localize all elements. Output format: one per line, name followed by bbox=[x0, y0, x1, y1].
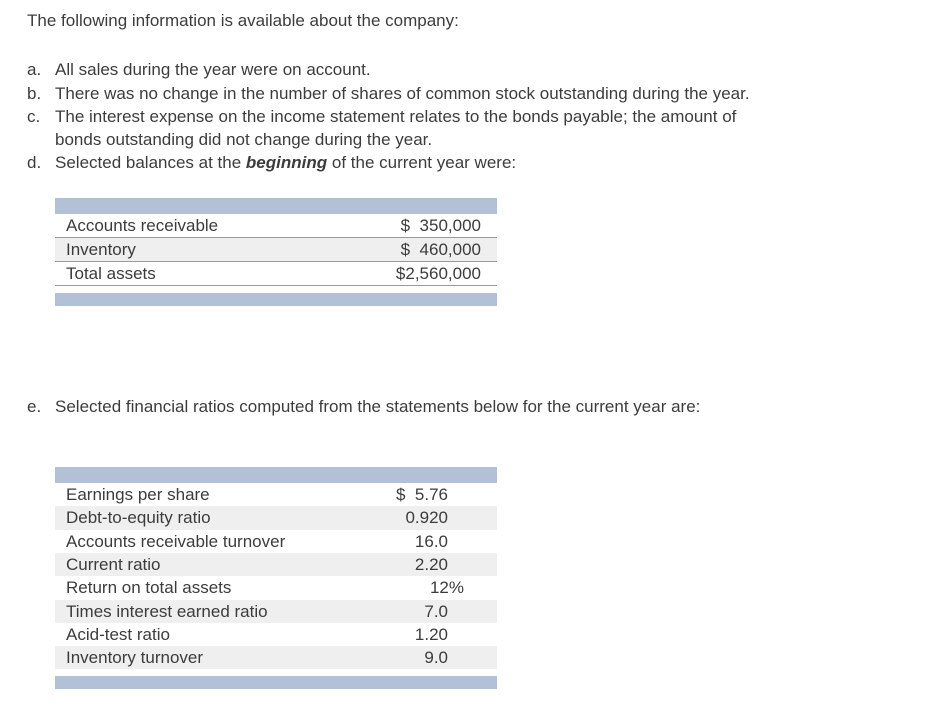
row-label: Total assets bbox=[66, 263, 156, 283]
row-label: Debt-to-equity ratio bbox=[66, 508, 211, 528]
item-text: The interest expense on the income state… bbox=[55, 106, 737, 126]
row-value: 16.0 bbox=[414, 531, 448, 551]
table-row: Current ratio 2.20 bbox=[55, 552, 497, 577]
beginning-balances-table: Accounts receivable $ 350,000 Inventory … bbox=[55, 197, 497, 306]
row-value: 12% bbox=[429, 578, 464, 598]
table-row: Inventory $ 460,000 bbox=[55, 237, 497, 262]
intro-text: The following information is available a… bbox=[27, 11, 459, 30]
row-label: Return on total assets bbox=[66, 578, 232, 598]
row-value: $ 350,000 bbox=[400, 215, 481, 235]
row-label: Inventory bbox=[66, 239, 136, 259]
table-bottom-bar bbox=[55, 292, 497, 306]
row-value: $ 460,000 bbox=[400, 239, 481, 259]
item-letter: b. bbox=[27, 83, 42, 103]
table-row: Times interest earned ratio 7.0 bbox=[55, 599, 497, 623]
row-label: Inventory turnover bbox=[66, 648, 204, 668]
row-label: Earnings per share bbox=[66, 485, 210, 505]
list-item-b: b. There was no change in the number of … bbox=[27, 82, 948, 105]
list-item-d: d. Selected balances at the beginning of… bbox=[27, 151, 948, 174]
item-letter: e. bbox=[27, 396, 42, 416]
table-row: Earnings per share $ 5.76 bbox=[55, 483, 497, 507]
table-row: Return on total assets 12% bbox=[55, 576, 497, 600]
item-text: bonds outstanding did not change during … bbox=[55, 130, 433, 150]
row-value: 0.920 bbox=[405, 508, 448, 528]
emphasized-word: beginning bbox=[245, 153, 328, 173]
row-value: $2,560,000 bbox=[395, 263, 481, 283]
row-value: 9.0 bbox=[424, 648, 448, 668]
row-label: Acid-test ratio bbox=[66, 624, 170, 644]
row-value: $ 5.76 bbox=[396, 485, 448, 505]
table-top-bar bbox=[55, 197, 497, 214]
row-label: Times interest earned ratio bbox=[66, 601, 268, 621]
table-row: Accounts receivable $ 350,000 bbox=[55, 213, 497, 238]
info-list: a. All sales during the year were on acc… bbox=[27, 58, 948, 174]
list-item-a: a. All sales during the year were on acc… bbox=[27, 58, 948, 81]
row-label: Accounts receivable bbox=[66, 215, 219, 235]
item-letter: a. bbox=[27, 60, 42, 80]
table-top-bar bbox=[55, 467, 497, 484]
item-text: All sales during the year were on accoun… bbox=[55, 60, 371, 80]
item-letter: d. bbox=[27, 153, 42, 173]
row-label: Accounts receivable turnover bbox=[66, 531, 286, 551]
table-bottom-bar bbox=[55, 676, 497, 690]
table-row: Inventory turnover 9.0 bbox=[55, 646, 497, 670]
table-row: Debt-to-equity ratio 0.920 bbox=[55, 506, 497, 530]
financial-ratios-table: Earnings per share $ 5.76 Debt-to-equity… bbox=[55, 467, 497, 690]
row-value: 2.20 bbox=[414, 554, 448, 574]
item-letter: c. bbox=[27, 106, 41, 126]
row-value: 1.20 bbox=[414, 624, 448, 644]
table-row: Acid-test ratio 1.20 bbox=[55, 622, 497, 647]
list-item-c: c. The interest expense on the income st… bbox=[27, 105, 948, 152]
table-row: Accounts receivable turnover 16.0 bbox=[55, 529, 497, 553]
row-label: Current ratio bbox=[66, 554, 161, 574]
table-row: Total assets $2,560,000 bbox=[55, 261, 497, 286]
item-text: Selected financial ratios computed from … bbox=[55, 396, 701, 416]
item-text: There was no change in the number of sha… bbox=[55, 83, 750, 103]
list-item-e: e. Selected financial ratios computed fr… bbox=[27, 395, 948, 418]
item-text: Selected balances at the beginning of th… bbox=[55, 153, 517, 173]
row-value: 7.0 bbox=[424, 601, 448, 621]
